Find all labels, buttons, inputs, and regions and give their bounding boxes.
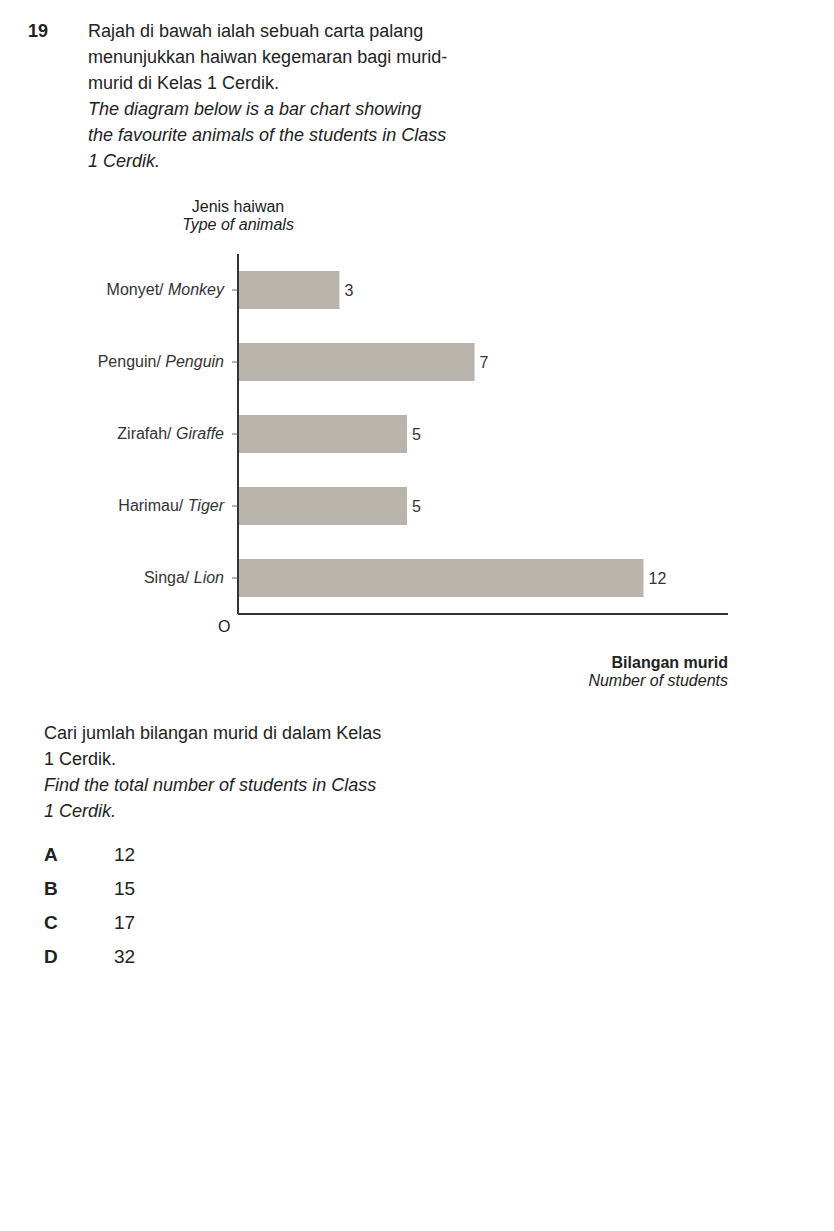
svg-text:Singa/ Lion: Singa/ Lion	[144, 569, 224, 586]
html-text:Rajah di bawah ialah sebuah ca: Rajah di bawah ialah sebuah carta palang	[88, 21, 424, 41]
html-text:A: A	[44, 844, 58, 865]
html-text:Jenis haiwan: Jenis haiwan	[191, 198, 285, 215]
svg-text:Zirafah/ Giraffe: Zirafah/ Giraffe	[117, 425, 224, 442]
svg-text:5: 5	[412, 426, 421, 443]
html-text:murid di Kelas 1 Cerdik.: murid di Kelas 1 Cerdik.	[88, 73, 280, 93]
html-text:19: 19	[28, 21, 48, 41]
svg-text:Harimau/ Tiger: Harimau/ Tiger	[118, 497, 224, 514]
html-text:C: C	[44, 912, 58, 933]
svg-text:3: 3	[344, 282, 353, 299]
html-text:17: 17	[114, 912, 136, 933]
html-text:12: 12	[114, 844, 136, 865]
html-text:Type of animals: Type of animals	[182, 216, 294, 233]
html-text:B: B	[44, 878, 58, 899]
svg-text:12: 12	[649, 570, 667, 587]
html-text:15: 15	[114, 878, 136, 899]
svg-text:5: 5	[412, 498, 421, 515]
svg-text:7: 7	[480, 354, 489, 371]
html-text:Number of students: Number of students	[588, 672, 728, 689]
html-text:1 Cerdik.: 1 Cerdik.	[44, 749, 116, 769]
html-text:The diagram below is a bar cha: The diagram below is a bar chart showing	[88, 99, 422, 119]
html-text:D: D	[44, 946, 58, 967]
html-text:1 Cerdik.: 1 Cerdik.	[44, 801, 116, 821]
html-text:Cari jumlah bilangan murid di: Cari jumlah bilangan murid di dalam Kela…	[44, 723, 382, 743]
html-text:O: O	[218, 618, 231, 635]
html-text:Bilangan murid: Bilangan murid	[611, 654, 728, 671]
html-text:menunjukkan haiwan kegemaran b: menunjukkan haiwan kegemaran bagi murid-	[88, 47, 448, 67]
svg-text:Penguin/ Penguin: Penguin/ Penguin	[98, 353, 224, 370]
html-text:1 Cerdik.: 1 Cerdik.	[88, 151, 160, 171]
html-text:the favourite animals of the s: the favourite animals of the students in…	[88, 125, 447, 145]
svg-text:Monyet/ Monkey: Monyet/ Monkey	[107, 281, 225, 298]
html-text:Find the total number of stude: Find the total number of students in Cla…	[44, 775, 377, 795]
html-text:32: 32	[114, 946, 136, 967]
